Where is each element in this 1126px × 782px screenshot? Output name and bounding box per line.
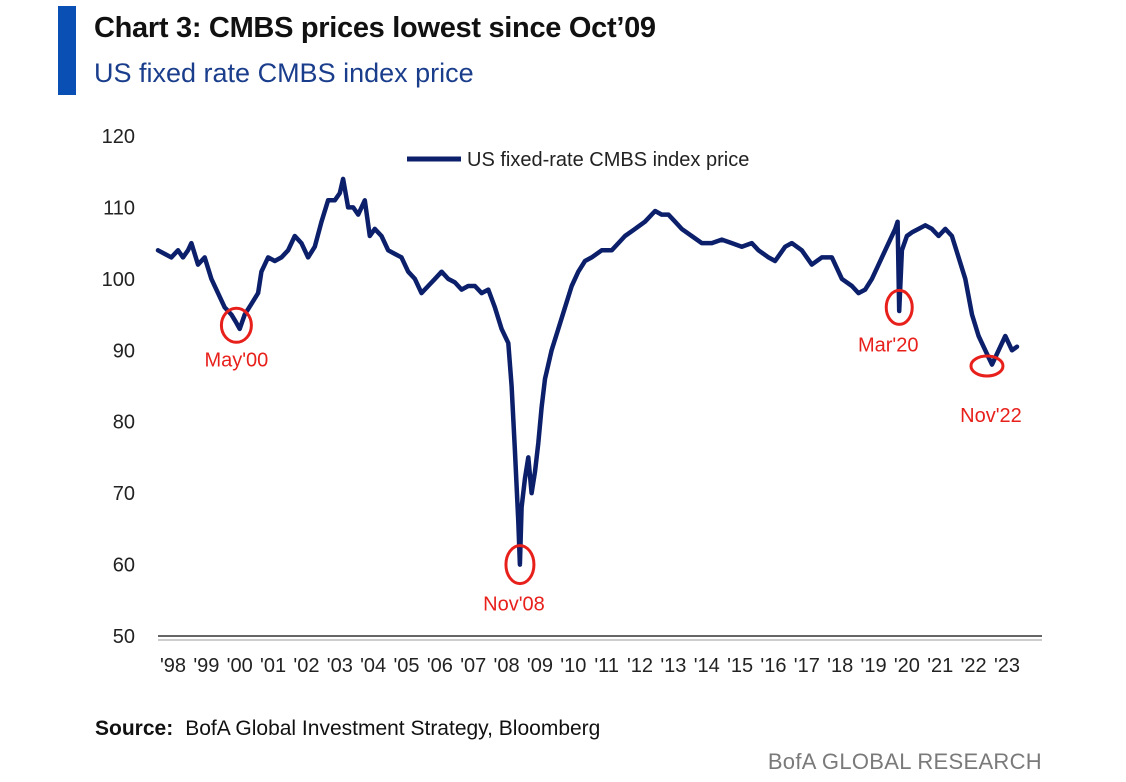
x-tick-label: '21 bbox=[927, 655, 953, 677]
x-tick-label: '99 bbox=[193, 655, 219, 677]
x-tick-label: '06 bbox=[427, 655, 453, 677]
y-tick-label: 80 bbox=[113, 412, 135, 434]
x-tick-label: '05 bbox=[393, 655, 419, 677]
y-tick-label: 120 bbox=[102, 126, 135, 148]
x-tick-label: '15 bbox=[727, 655, 753, 677]
x-tick-label: '23 bbox=[994, 655, 1020, 677]
annotation-label: Mar'20 bbox=[858, 334, 919, 356]
y-tick-label: 100 bbox=[102, 269, 135, 291]
x-tick-label: '03 bbox=[327, 655, 353, 677]
x-tick-label: '07 bbox=[460, 655, 486, 677]
chart-title: Chart 3: CMBS prices lowest since Oct’09 bbox=[94, 12, 656, 44]
series-line-cmbs-index bbox=[155, 176, 1020, 567]
x-tick-label: '12 bbox=[627, 655, 653, 677]
annotation-label: May'00 bbox=[204, 349, 268, 371]
x-tick-label: '16 bbox=[760, 655, 786, 677]
legend-label: US fixed-rate CMBS index price bbox=[467, 149, 749, 171]
annotations: May'00 Nov'08 Mar'20 Nov'22 bbox=[204, 288, 1022, 616]
legend: US fixed-rate CMBS index price bbox=[407, 149, 749, 171]
x-tick-label: '19 bbox=[861, 655, 887, 677]
y-tick-label: 110 bbox=[103, 197, 135, 219]
annotation-circle bbox=[884, 288, 914, 326]
brand-footer: BofA GLOBAL RESEARCH bbox=[767, 749, 1042, 774]
x-tick-label: '98 bbox=[160, 655, 186, 677]
x-tick-label: '08 bbox=[494, 655, 520, 677]
y-tick-label: 60 bbox=[113, 555, 135, 577]
x-tick-label: '13 bbox=[660, 655, 686, 677]
x-tick-label: '00 bbox=[227, 655, 253, 677]
x-tick-label: '01 bbox=[260, 655, 286, 677]
x-tick-label: '10 bbox=[560, 655, 586, 677]
source-line: Source: BofA Global Investment Strategy, … bbox=[95, 717, 600, 741]
x-tick-label: '02 bbox=[293, 655, 319, 677]
source-text: BofA Global Investment Strategy, Bloombe… bbox=[185, 717, 601, 740]
x-tick-label: '22 bbox=[961, 655, 987, 677]
annotation-label: Nov'22 bbox=[960, 405, 1022, 427]
annotation-circle bbox=[969, 354, 1005, 378]
y-axis: 50 60 70 80 90 100 110 120 bbox=[102, 126, 135, 648]
x-tick-label: '11 bbox=[594, 655, 619, 677]
y-tick-label: 90 bbox=[113, 340, 135, 362]
y-tick-label: 50 bbox=[113, 626, 135, 648]
x-tick-label: '04 bbox=[360, 655, 386, 677]
x-tick-label: '20 bbox=[894, 655, 920, 677]
source-label: Source: bbox=[95, 717, 174, 740]
x-tick-label: '14 bbox=[694, 655, 720, 677]
annotation-circle bbox=[504, 544, 536, 586]
line-chart: 50 60 70 80 90 100 110 120 '98 '99 '00 '01 '02 '03 '0… bbox=[102, 126, 1042, 677]
x-tick-label: '09 bbox=[527, 655, 553, 677]
annotation-label: Nov'08 bbox=[483, 594, 545, 616]
x-tick-label: '18 bbox=[827, 655, 853, 677]
x-tick-label: '17 bbox=[794, 655, 820, 677]
accent-bar bbox=[58, 6, 76, 95]
annotation-circle bbox=[219, 306, 253, 344]
y-tick-label: 70 bbox=[113, 483, 135, 505]
x-axis: '98 '99 '00 '01 '02 '03 '04 '05 '06 '07 '08 '09 '10 '… bbox=[160, 655, 1020, 677]
chart-subtitle: US fixed rate CMBS index price bbox=[94, 58, 474, 88]
